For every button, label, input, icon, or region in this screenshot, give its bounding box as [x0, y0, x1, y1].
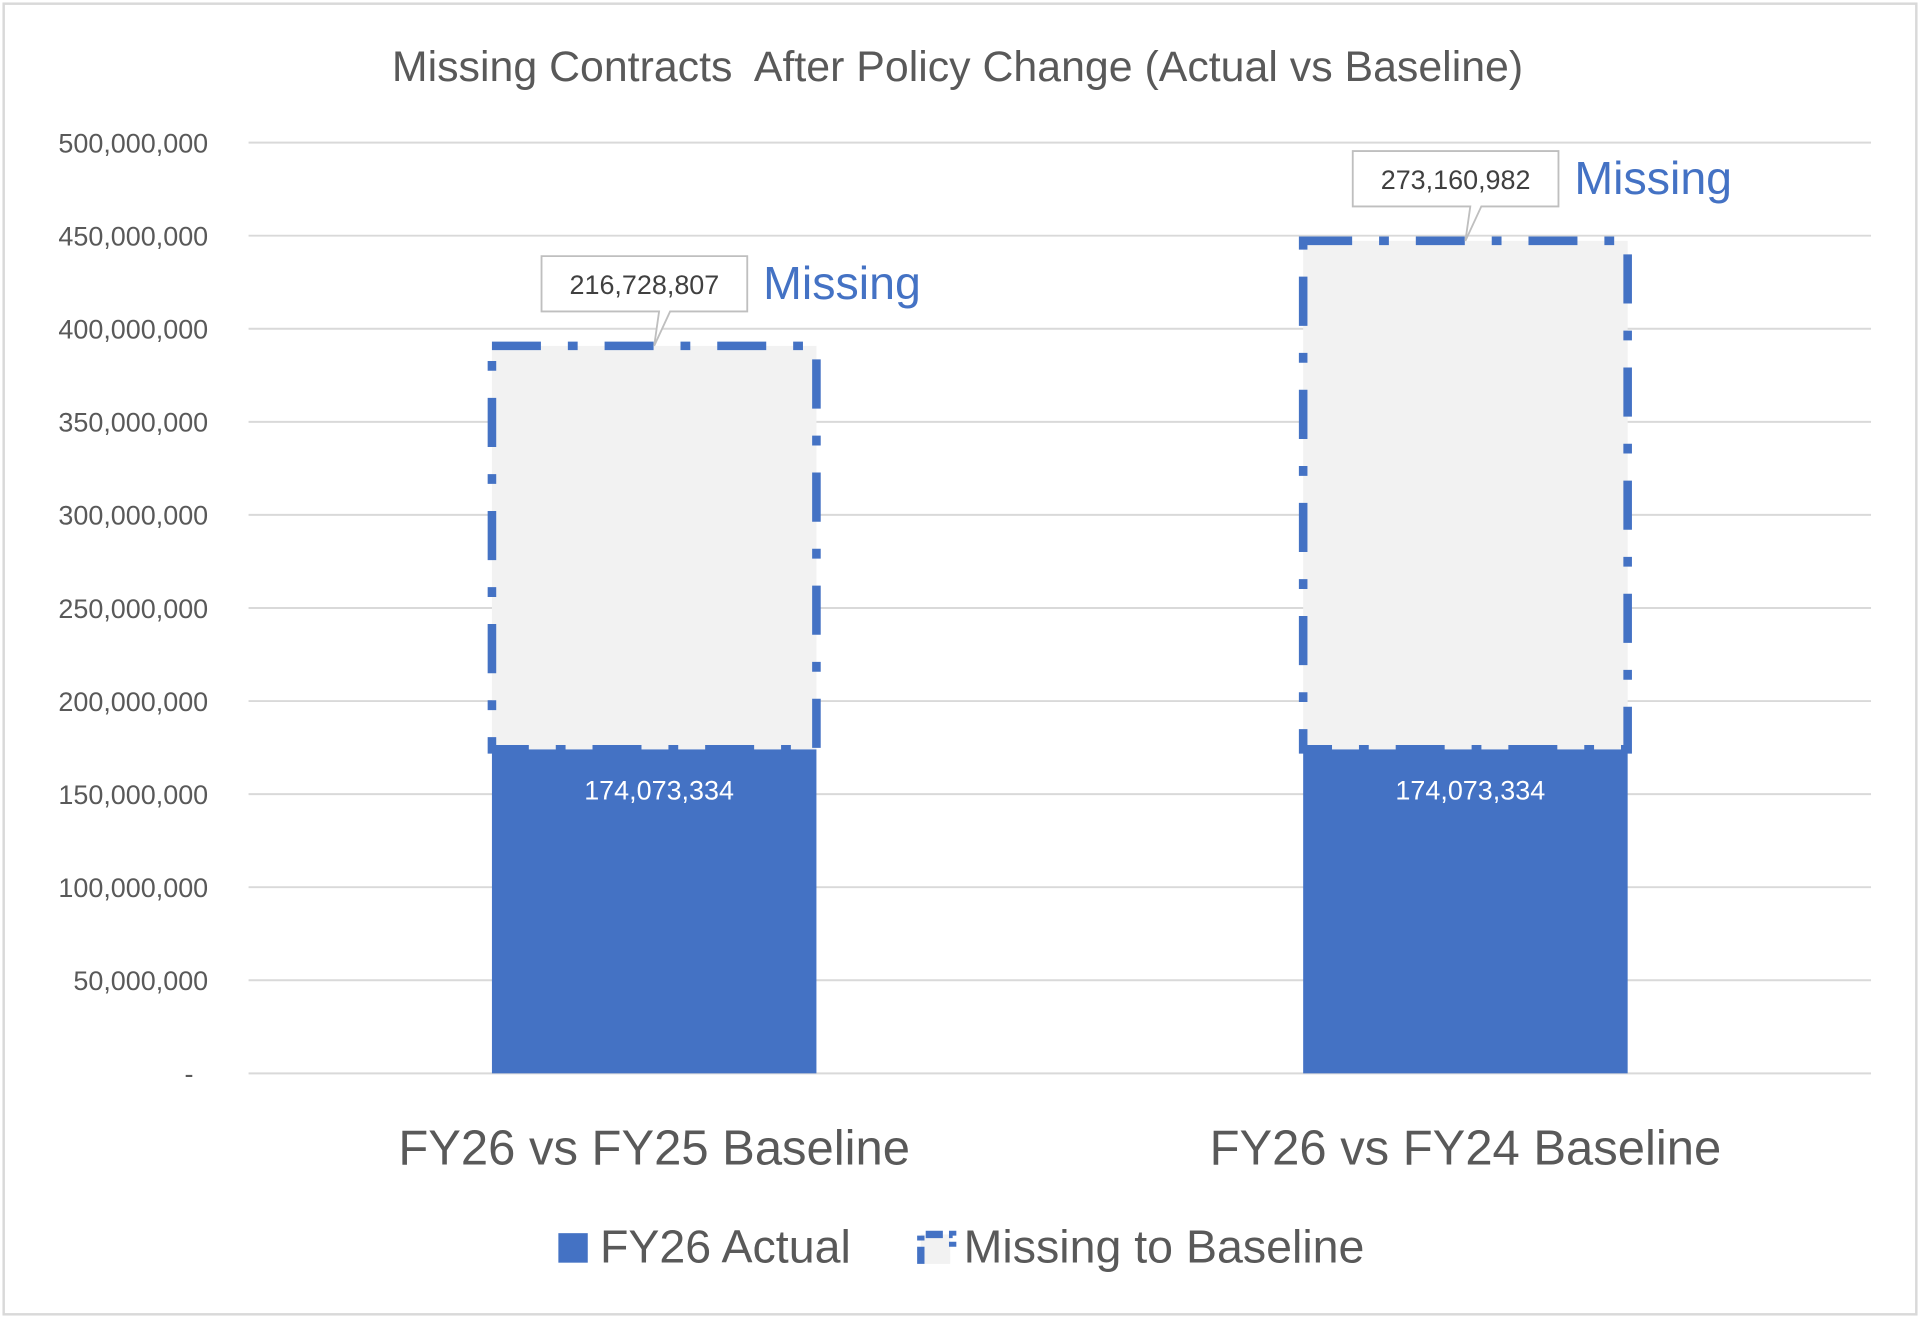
y-tick-label: 200,000,000 [58, 687, 208, 717]
y-tick-label: 250,000,000 [58, 594, 208, 624]
bar-fy26-actual [491, 749, 817, 1074]
chart-title: Missing Contracts After Policy Change (A… [392, 43, 1523, 91]
y-axis: - 50,000,000 100,000,000 150,000,000 200,000… [58, 128, 208, 1089]
x-category-label: FY26 vs FY25 Baseline [398, 1121, 910, 1175]
callout-box [540, 255, 749, 347]
legend-swatch-fy26-actual [558, 1233, 588, 1263]
legend-swatch-missing-to-baseline [917, 1230, 957, 1264]
y-tick-label: 350,000,000 [58, 408, 208, 438]
annotation-missing: Missing [1574, 152, 1732, 204]
y-tick-label: 300,000,000 [58, 501, 208, 531]
legend: FY26 Actual Missing to Baseline [558, 1221, 1364, 1273]
bar-missing-outline [487, 341, 821, 754]
y-tick-label: - [184, 1059, 193, 1089]
y-tick-label: 100,000,000 [58, 873, 208, 903]
bar-missing-to-baseline [491, 345, 817, 750]
x-axis: FY26 vs FY25 Baseline FY26 vs FY24 Baseli… [398, 1121, 1721, 1175]
y-tick-label: 400,000,000 [58, 315, 208, 345]
data-label-fy26-actual: 174,073,334 [584, 776, 734, 806]
y-tick-label: 500,000,000 [58, 128, 208, 158]
bar-missing-to-baseline [1303, 240, 1628, 750]
bar-missing-outline [1298, 236, 1632, 754]
y-tick-label: 50,000,000 [73, 966, 208, 996]
data-label-fy26-actual: 174,073,334 [1395, 776, 1545, 806]
y-tick-label: 450,000,000 [58, 221, 208, 251]
bars: 174,073,334 216,728,807 Missing 174,073,334… [487, 150, 1732, 1074]
bar-fy26-actual [1303, 749, 1628, 1074]
callout-box [1351, 150, 1560, 242]
y-tick-label: 150,000,000 [58, 780, 208, 810]
data-label-missing-to-baseline: 216,728,807 [570, 270, 720, 300]
x-category-label: FY26 vs FY24 Baseline [1210, 1121, 1722, 1175]
data-label-missing-to-baseline: 273,160,982 [1381, 165, 1531, 195]
legend-label-fy26-actual: FY26 Actual [600, 1221, 851, 1273]
legend-label-missing-to-baseline: Missing to Baseline [964, 1221, 1365, 1273]
annotation-missing: Missing [763, 257, 921, 309]
